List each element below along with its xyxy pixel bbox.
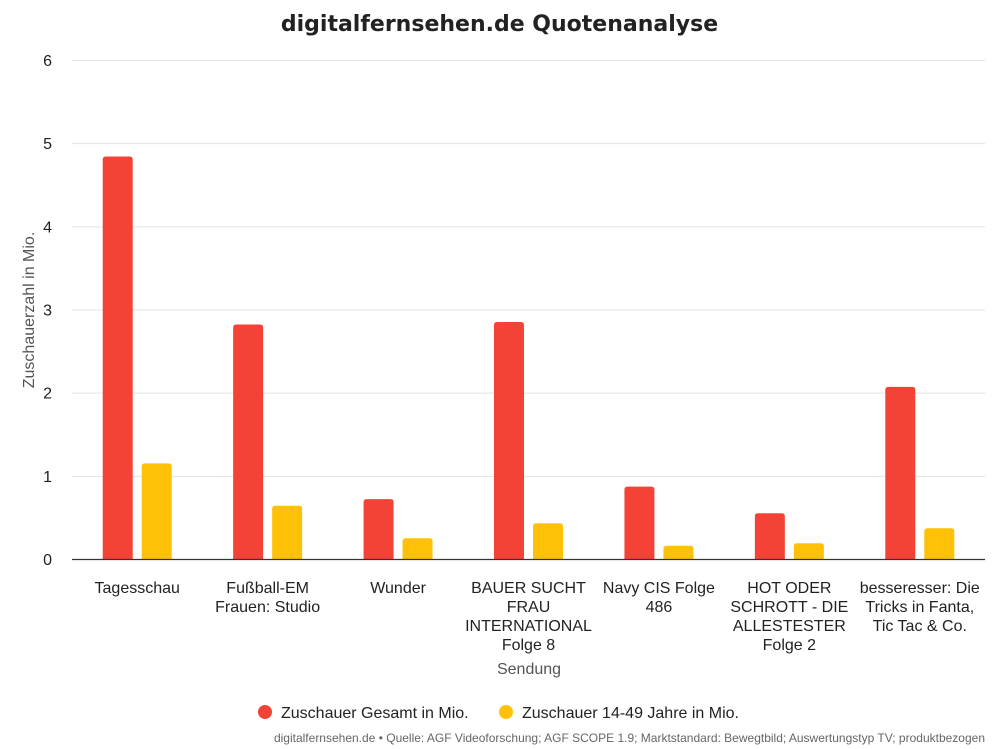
x-tick-label: besseresser: Die Tricks in Fanta, Tic Tac … (860, 580, 980, 635)
y-axis: 0 1 2 3 4 5 6 (43, 53, 52, 569)
x-axis: Tagesschau Fußball-EM Frauen: Studio Wunder… (95, 580, 980, 654)
bar-series-2 (402, 538, 433, 559)
x-tick-label: HOT ODER SCHROTT - DIE ALLESTESTER Folge 2 (730, 580, 848, 654)
source-footer: digitalfernsehen.de • Quelle: AGF Videof… (274, 731, 985, 745)
grid (72, 60, 985, 477)
chart-title: digitalfernsehen.de Quotenanalyse (281, 12, 718, 37)
x-axis-title: Sendung (497, 661, 561, 678)
legend-marker (499, 705, 513, 719)
bar-series-2 (272, 505, 303, 559)
y-tick-label: 5 (43, 136, 52, 153)
legend-marker (258, 705, 272, 719)
bar-series-1 (754, 513, 785, 559)
bar-series-2 (533, 523, 563, 559)
bar-series-1 (624, 486, 655, 559)
bar-series-2 (141, 463, 172, 559)
x-tick-label: Navy CIS Folge 486 (603, 580, 715, 616)
y-tick-label: 1 (43, 469, 52, 486)
bar-series-1 (102, 156, 133, 559)
bar-series-1 (494, 321, 524, 559)
bar-series-1 (233, 324, 264, 559)
bar-series-1 (885, 386, 916, 559)
legend: Zuschauer Gesamt in Mio. Zuschauer 14-49 … (258, 705, 739, 722)
x-tick-label: BAUER SUCHT FRAU INTERNATIONAL Folge 8 (465, 580, 592, 654)
x-tick-label: Tagesschau (95, 580, 180, 597)
y-axis-title: Zuschauerzahl in Mio. (21, 232, 38, 389)
bar-series-2 (793, 543, 824, 559)
y-tick-label: 6 (43, 53, 52, 70)
y-tick-label: 2 (43, 386, 52, 403)
bar-series-2 (924, 528, 955, 559)
bar-series-1 (363, 499, 394, 559)
legend-label: Zuschauer 14-49 Jahre in Mio. (522, 705, 739, 722)
legend-label: Zuschauer Gesamt in Mio. (281, 705, 469, 722)
y-tick-label: 4 (43, 219, 52, 236)
y-tick-label: 0 (43, 552, 52, 569)
bars (102, 156, 955, 559)
y-tick-label: 3 (43, 303, 52, 320)
x-tick-label: Wunder (370, 580, 426, 597)
bar-series-2 (663, 545, 694, 559)
x-tick-label: Fußball-EM Frauen: Studio (215, 580, 320, 616)
